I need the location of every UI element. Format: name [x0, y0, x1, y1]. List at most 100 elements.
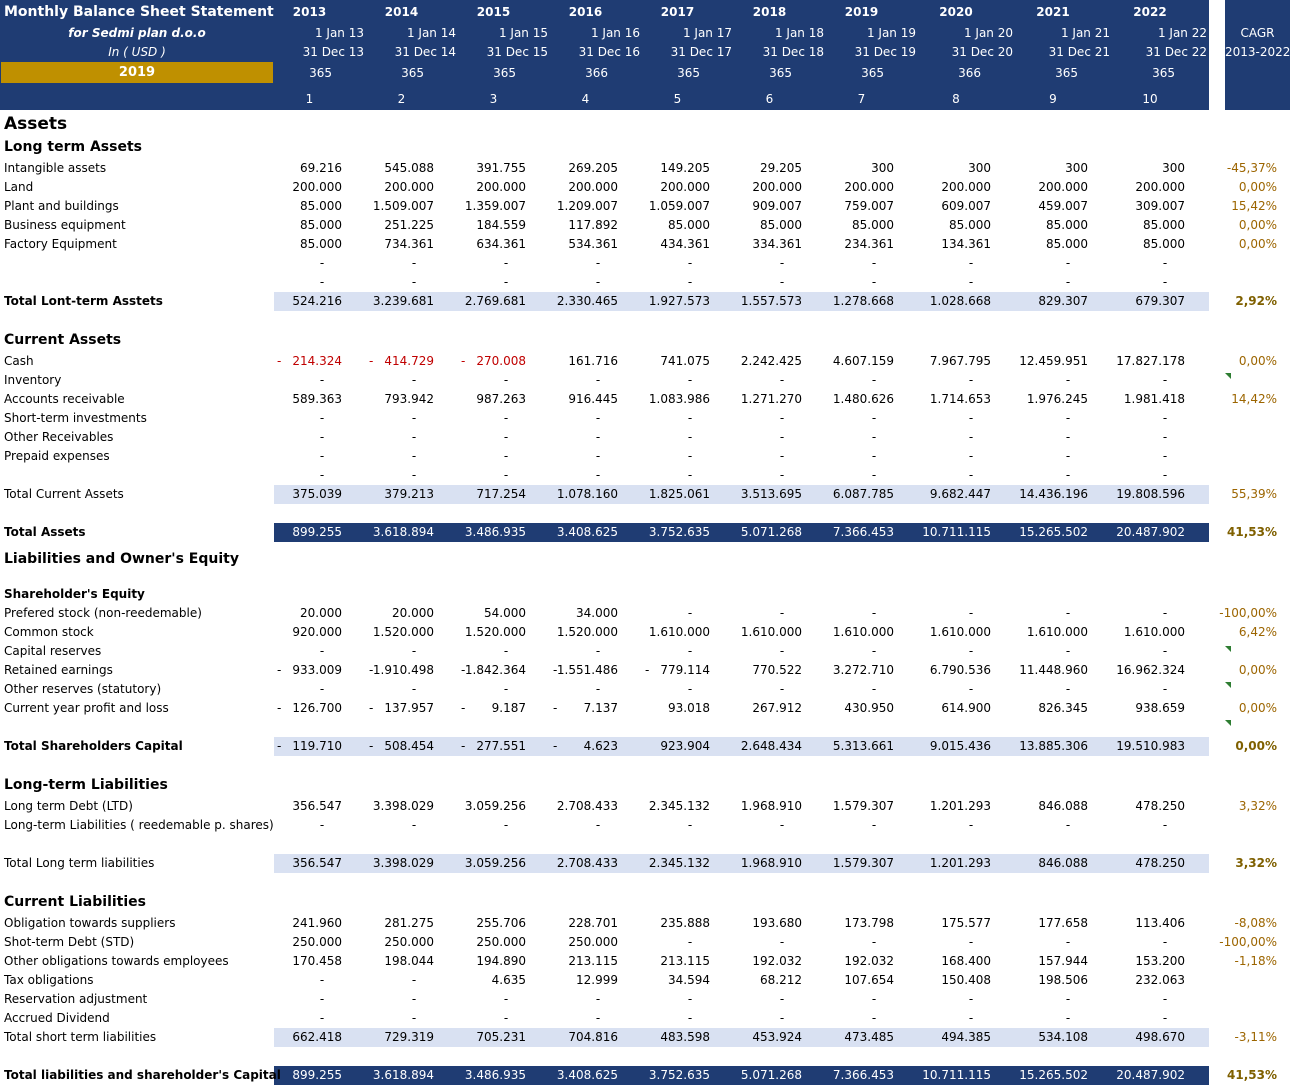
cell-value[interactable]: -: [1162, 430, 1168, 444]
cell-value[interactable]: 459.007: [1038, 199, 1088, 213]
cell-value[interactable]: -: [1065, 449, 1071, 463]
cell-value[interactable]: -: [411, 373, 417, 387]
cell-value[interactable]: 200.000: [292, 180, 342, 194]
cell-value[interactable]: -: [968, 256, 974, 270]
cell-value[interactable]: 2.769.681: [464, 294, 526, 308]
cell-value[interactable]: -: [319, 468, 325, 482]
cell-value[interactable]: 717.254: [476, 487, 526, 501]
cell-value[interactable]: 20.000: [300, 606, 342, 620]
cell-value[interactable]: -: [319, 373, 325, 387]
cell-value[interactable]: -: [871, 935, 877, 949]
cell-value[interactable]: 6.790.536: [929, 663, 991, 677]
cagr-value[interactable]: 0,00%: [1238, 218, 1277, 232]
cell-value[interactable]: -: [871, 275, 877, 289]
cell-value[interactable]: -: [1162, 468, 1168, 482]
cell-value[interactable]: 6.087.785: [832, 487, 894, 501]
cell-value[interactable]: 1.209.007: [556, 199, 618, 213]
cell-value[interactable]: 793.942: [384, 392, 434, 406]
cagr-value[interactable]: -45,37%: [1226, 161, 1277, 175]
cell-value[interactable]: -: [871, 818, 877, 832]
cell-value[interactable]: 1.520.000: [464, 625, 526, 639]
cell-value[interactable]: 609.007: [941, 199, 991, 213]
cell-value[interactable]: -: [779, 468, 785, 482]
cell-value[interactable]: 729.319: [384, 1030, 434, 1044]
cell-value[interactable]: 829.307: [1038, 294, 1088, 308]
cell-value[interactable]: -: [595, 256, 601, 270]
cell-value[interactable]: 759.007: [844, 199, 894, 213]
cell-value[interactable]: 192.032: [752, 954, 802, 968]
cell-value[interactable]: -: [687, 606, 693, 620]
cagr-value[interactable]: 0,00%: [1238, 237, 1277, 251]
cell-value[interactable]: 1.825.061: [648, 487, 710, 501]
cell-value[interactable]: 1.968.910: [740, 799, 802, 813]
cell-value[interactable]: -: [595, 430, 601, 444]
cell-value[interactable]: 255.706: [476, 916, 526, 930]
cell-value[interactable]: 3.059.256: [464, 856, 526, 870]
cell-value[interactable]: -: [411, 818, 417, 832]
cell-value[interactable]: 15.265.502: [1019, 525, 1088, 539]
cell-value[interactable]: 920.000: [292, 625, 342, 639]
cell-value[interactable]: 1.981.418: [1123, 392, 1185, 406]
cell-value[interactable]: -: [687, 935, 693, 949]
cell-value[interactable]: 1.271.270: [740, 392, 802, 406]
cell-value[interactable]: 1.509.007: [372, 199, 434, 213]
cell-value[interactable]: -: [411, 449, 417, 463]
cell-value[interactable]: -: [503, 468, 509, 482]
cell-value[interactable]: -: [319, 275, 325, 289]
cell-value[interactable]: -: [968, 1011, 974, 1025]
cell-value[interactable]: -: [779, 275, 785, 289]
cell-value[interactable]: 414.729: [384, 354, 434, 368]
cell-value[interactable]: 12.459.951: [1019, 354, 1088, 368]
cell-value[interactable]: -: [968, 992, 974, 1006]
cell-value[interactable]: -: [319, 992, 325, 1006]
cell-value[interactable]: 3.239.681: [372, 294, 434, 308]
cell-value[interactable]: 113.406: [1135, 916, 1185, 930]
cell-value[interactable]: 170.458: [292, 954, 342, 968]
cell-value[interactable]: 11.448.960: [1019, 663, 1088, 677]
cell-value[interactable]: -: [411, 992, 417, 1006]
cell-value[interactable]: -: [968, 935, 974, 949]
cell-value[interactable]: 15.265.502: [1019, 1068, 1088, 1082]
cell-value[interactable]: 3.618.894: [372, 1068, 434, 1082]
cell-value[interactable]: -: [503, 449, 509, 463]
cell-value[interactable]: 534.361: [568, 237, 618, 251]
cell-value[interactable]: -: [1162, 935, 1168, 949]
cell-value[interactable]: 85.000: [668, 218, 710, 232]
cagr-value[interactable]: 0,00%: [1238, 354, 1277, 368]
cell-value[interactable]: 705.231: [476, 1030, 526, 1044]
cell-value[interactable]: -: [1065, 430, 1071, 444]
cell-value[interactable]: 161.716: [568, 354, 618, 368]
cell-value[interactable]: -: [1162, 373, 1168, 387]
cell-value[interactable]: -: [411, 275, 417, 289]
cell-value[interactable]: 157.944: [1038, 954, 1088, 968]
cell-value[interactable]: -: [595, 818, 601, 832]
cell-value[interactable]: -: [1162, 682, 1168, 696]
cell-value[interactable]: 524.216: [292, 294, 342, 308]
cell-value[interactable]: 7.366.453: [832, 525, 894, 539]
cell-value[interactable]: -: [779, 449, 785, 463]
year-header[interactable]: 2014: [384, 5, 419, 19]
cell-value[interactable]: 149.205: [660, 161, 710, 175]
cell-value[interactable]: 379.213: [384, 487, 434, 501]
cell-value[interactable]: 214.324: [292, 354, 342, 368]
cell-value[interactable]: 200.000: [660, 180, 710, 194]
cell-value[interactable]: 1.842.364: [464, 663, 526, 677]
cell-value[interactable]: -: [968, 468, 974, 482]
cagr-value[interactable]: 0,00%: [1238, 180, 1277, 194]
year-header[interactable]: 2019: [844, 5, 879, 19]
cell-value[interactable]: -: [503, 411, 509, 425]
cell-value[interactable]: 7.366.453: [832, 1068, 894, 1082]
cell-value[interactable]: -: [968, 449, 974, 463]
cell-value[interactable]: -: [503, 373, 509, 387]
cell-value[interactable]: 2.345.132: [648, 856, 710, 870]
cell-value[interactable]: 119.710: [292, 739, 342, 753]
cell-value[interactable]: 1.976.245: [1026, 392, 1088, 406]
cell-value[interactable]: 498.670: [1135, 1030, 1185, 1044]
cagr-value[interactable]: 3,32%: [1235, 856, 1277, 870]
cell-value[interactable]: 200.000: [568, 180, 618, 194]
cell-value[interactable]: 9.682.447: [929, 487, 991, 501]
cell-value[interactable]: 68.212: [760, 973, 802, 987]
cell-value[interactable]: -: [595, 373, 601, 387]
cell-value[interactable]: 200.000: [476, 180, 526, 194]
cell-value[interactable]: 85.000: [1046, 218, 1088, 232]
